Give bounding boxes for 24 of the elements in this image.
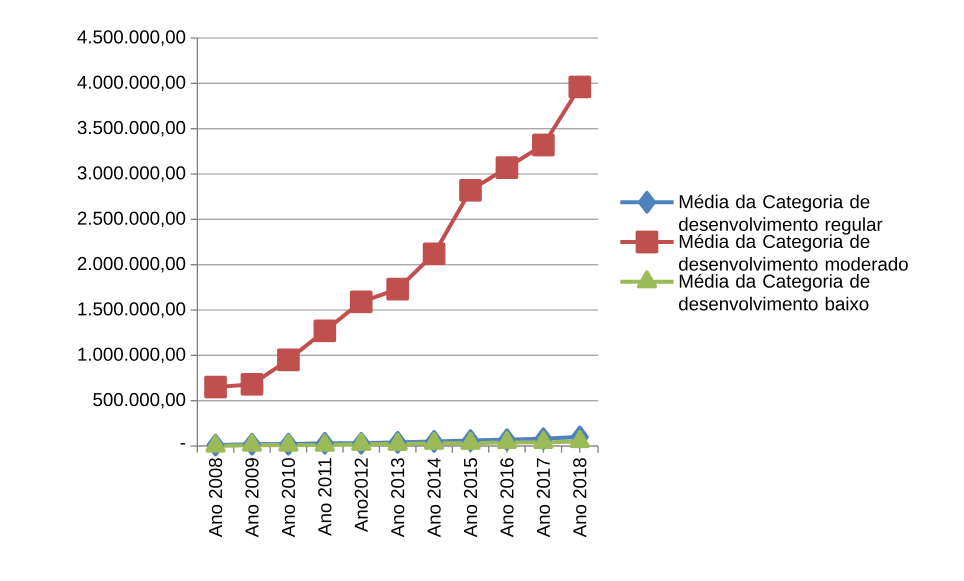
- x-tick-label: Ano 2018: [573, 458, 586, 538]
- legend-label: Média da Categoria de desenvolvimento baixo: [679, 274, 870, 310]
- y-tick-label: 1.000.000,00: [78, 348, 186, 364]
- y-tick-label: 3.000.000,00: [78, 166, 186, 182]
- y-tick-label: 500.000,00: [93, 392, 186, 408]
- x-tick-label: Ano 2008: [208, 458, 222, 538]
- y-tick-label: 2.500.000,00: [78, 212, 186, 228]
- x-tick-label: Ano 2013: [391, 458, 404, 538]
- x-tick-label: Ano 2017: [536, 458, 550, 538]
- y-tick-label: 4.500.000,00: [77, 30, 186, 46]
- x-tick-label: Ano 2010: [282, 458, 296, 538]
- y-tick-label: 4.000.000,00: [77, 76, 186, 92]
- x-tick-label: Ano 2009: [245, 458, 259, 538]
- x-tick-label: Ano 2011: [318, 458, 332, 536]
- x-tick-label: Ano 2015: [464, 458, 478, 538]
- y-tick-label: 3.500.000,00: [78, 120, 186, 136]
- legend-label: Média da Categoria de desenvolvimento moderado: [679, 234, 908, 271]
- x-tick-label: Ano2012: [354, 458, 368, 532]
- legend-label: Média da Categoria de desenvolvimento regular: [679, 194, 882, 235]
- x-tick-label: Ano 2016: [500, 458, 514, 538]
- y-tick-label: -: [180, 443, 186, 445]
- x-tick-label: Ano 2014: [427, 458, 441, 538]
- y-tick-label: 2.000.000,00: [78, 256, 186, 272]
- y-tick-label: 1.500.000,00: [78, 302, 186, 318]
